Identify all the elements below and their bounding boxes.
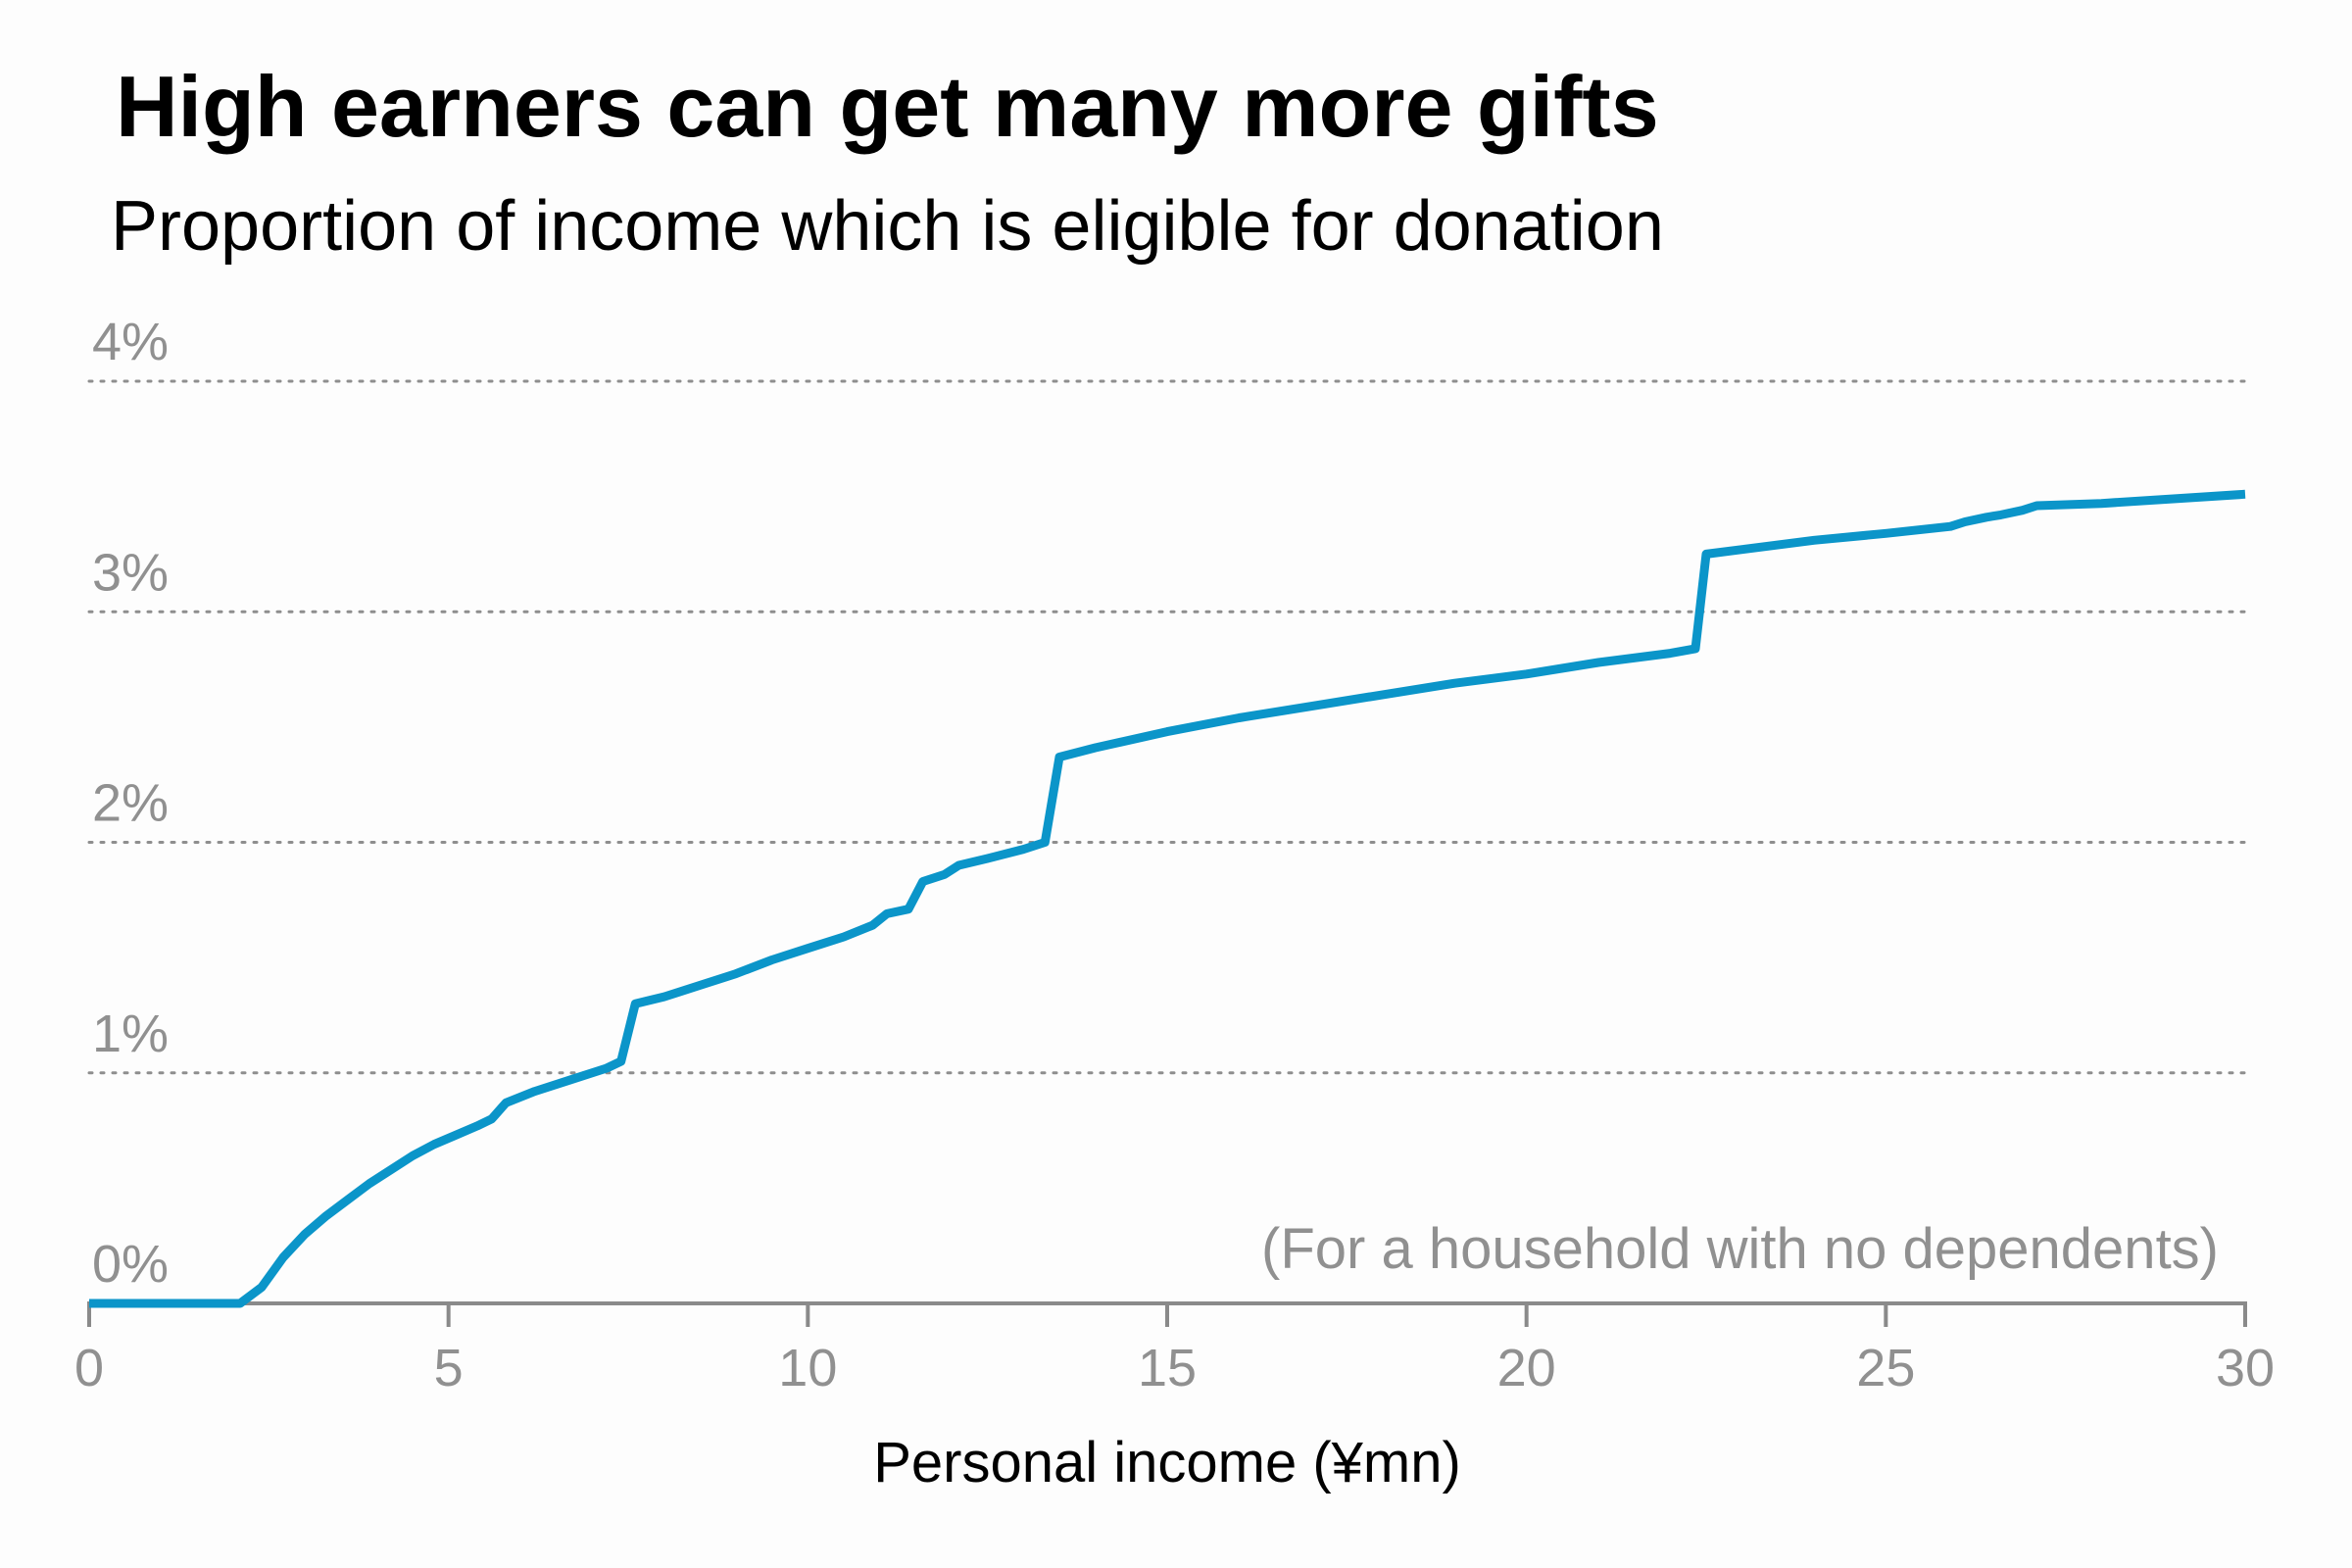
series-layer [89,489,2246,1308]
y-tick-label: 3% [92,543,169,602]
x-tick-label: 10 [778,1339,837,1397]
chart-subtitle: Proportion of income which is eligible f… [111,187,1664,266]
x-tick-label: 30 [2216,1339,2275,1397]
x-tick-label: 25 [1856,1339,1915,1397]
x-axis-ticks: 0 5 10 15 20 25 30 [74,1303,2275,1397]
y-tick-label: 2% [92,774,169,833]
y-tick-label: 0% [92,1235,169,1294]
chart-title: High earners can get many more gifts [116,58,1659,155]
y-tick-label: 4% [92,313,169,371]
x-tick-label: 15 [1138,1339,1197,1397]
y-tick-label: 1% [92,1004,169,1063]
chart-annotation: (For a household with no dependents) [1261,1217,2219,1281]
x-tick-label: 20 [1497,1339,1556,1397]
x-tick-label: 5 [434,1339,464,1397]
x-tick-label: 0 [74,1339,104,1397]
y-axis-ticks: 0% 1% 2% 3% 4% [92,313,169,1294]
gridlines [87,379,2247,1075]
x-axis-label: Personal income (¥mn) [873,1431,1461,1494]
series-line [89,489,2246,1308]
